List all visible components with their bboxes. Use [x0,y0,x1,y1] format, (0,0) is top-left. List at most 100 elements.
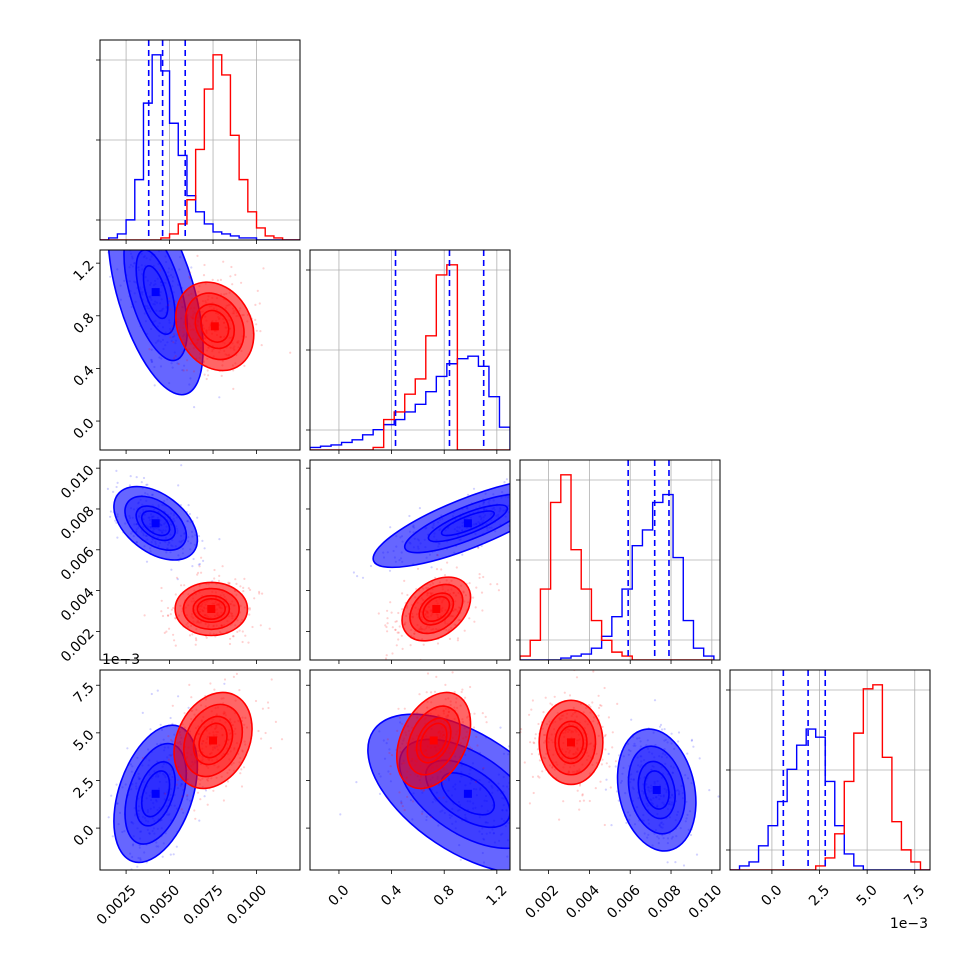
sample-point [484,715,487,719]
sample-point [110,200,112,202]
sample-point [513,529,515,531]
sample-point [229,275,232,278]
sample-point [532,828,534,830]
sample-point [231,283,234,286]
sample-point [511,496,513,498]
sample-point [612,860,614,862]
sample-point [247,587,250,590]
sample-point [530,708,533,711]
sample-point [677,740,680,743]
sample-point [568,694,572,697]
sample-point [183,785,186,788]
sample-point [437,784,440,787]
sample-point [196,254,199,257]
sample-point [514,823,516,825]
sample-point [538,759,542,762]
histogram-series_a [520,493,715,660]
sample-point [109,510,112,513]
sample-point [229,637,232,640]
sample-point [515,800,517,802]
sample-point [115,783,118,786]
sample-point [521,819,523,821]
sample-point [507,745,510,748]
sample-point [174,300,177,303]
x-tick-label: 5.0 [854,882,881,909]
sample-point [389,772,392,776]
sample-point [241,640,244,644]
sample-point [266,701,270,704]
sample-point [528,802,532,805]
sample-point [524,507,526,509]
sample-point [544,486,546,488]
sample-point [578,784,582,787]
sample-point [514,501,516,503]
density-peak-series_a [151,288,160,297]
sample-point [117,247,119,249]
histogram-series_a [310,355,510,450]
sample-point [615,790,619,793]
sample-point [482,575,485,579]
sample-point [135,243,137,245]
sample-point [430,691,433,694]
sample-point [511,843,513,845]
sample-point [242,766,246,769]
sample-point [240,281,243,284]
sample-point [183,712,186,715]
sample-point [137,202,139,204]
density-peak-series_a [151,789,160,798]
sample-point [686,752,689,755]
sample-point [386,796,389,799]
sample-point [160,586,163,590]
sample-point [143,614,146,617]
hist-panel-2 [520,460,720,660]
sample-point [499,726,502,729]
sample-point [175,845,178,848]
sample-point [521,832,523,834]
sample-point [191,565,194,568]
sample-point [169,613,172,616]
sample-point [630,718,633,721]
sample-point [196,791,200,794]
sample-point [170,738,173,742]
sample-point [115,221,117,223]
sample-point [174,617,177,620]
sample-point [476,744,479,747]
sample-point [603,686,606,690]
sample-point [205,377,208,381]
sample-point [418,507,421,510]
sample-point [176,578,179,581]
y-tick-label: 0.002 [58,626,98,666]
sample-point [258,302,261,305]
sample-point [435,675,438,679]
sample-point [529,741,532,744]
density-peak-series_b [209,736,218,745]
sample-point [464,696,467,699]
sample-point [396,631,399,634]
sample-point [188,683,191,687]
sample-point [254,303,257,306]
sample-point [614,765,617,768]
sample-point [695,853,699,856]
histogram-series_b [520,474,714,660]
sample-point [390,754,394,757]
sample-point [269,747,272,750]
sample-point [391,652,394,655]
sample-point [505,731,507,733]
sample-point [153,228,155,230]
sample-point [173,333,176,336]
sample-point [398,625,401,628]
sample-point [389,526,392,529]
x-tick-label: 1.2 [483,882,510,909]
sample-point [395,620,398,623]
sample-point [388,751,391,755]
sample-point [513,835,515,837]
sample-point [194,643,197,646]
sample-point [551,838,553,840]
x-tick-label: 0.0 [326,882,353,909]
sample-point [604,788,608,791]
sample-point [232,675,235,679]
sample-point [573,839,575,841]
sample-point [537,775,540,778]
sample-point [524,506,526,508]
sample-point [529,500,531,502]
